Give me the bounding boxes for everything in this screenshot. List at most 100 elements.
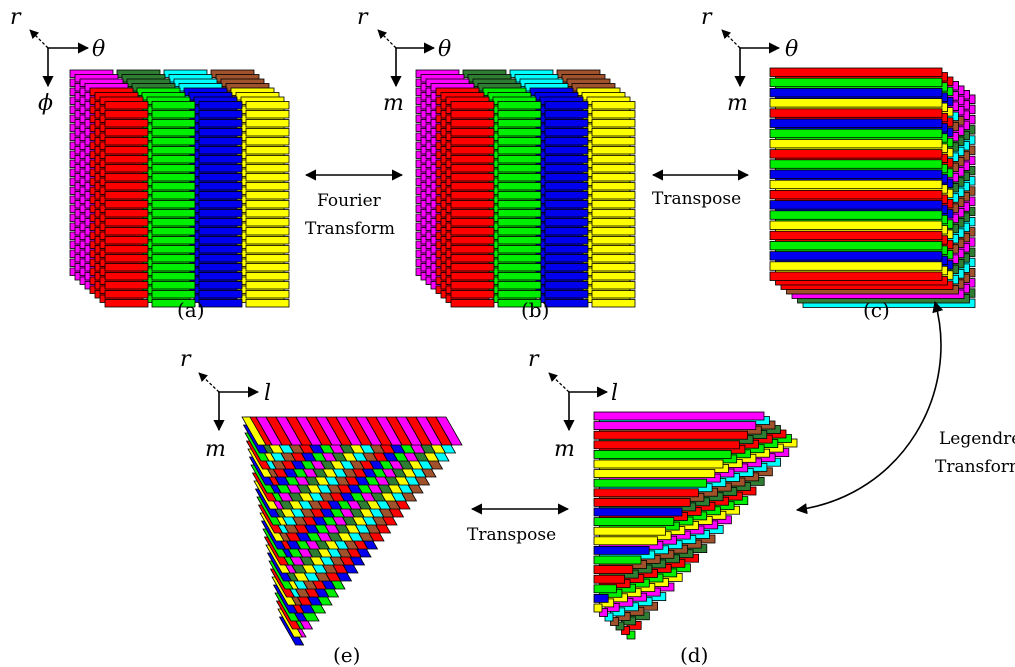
- row-slab: [769, 200, 943, 210]
- row-slab: [544, 290, 589, 299]
- row-slab: [769, 77, 943, 88]
- row-slab: [591, 290, 636, 299]
- row-slab: [593, 517, 675, 526]
- row-slab: [450, 254, 495, 263]
- row-slab: [769, 159, 943, 169]
- row-slab: [450, 137, 495, 146]
- row-slab: [593, 478, 707, 488]
- row-slab: [544, 227, 589, 236]
- row-slab: [151, 209, 196, 218]
- transpose-bottom-label: Transpose: [467, 525, 556, 545]
- row-slab: [544, 245, 589, 254]
- row-slab: [198, 209, 243, 218]
- row-slab: [245, 182, 290, 191]
- row-slab: [497, 182, 542, 191]
- row-slab: [104, 299, 149, 308]
- row-slab: [450, 110, 495, 119]
- row-slab: [151, 110, 196, 119]
- row-slab: [450, 128, 495, 137]
- row-slab: [769, 138, 943, 149]
- row-slab: [544, 272, 589, 281]
- row-slab: [497, 299, 542, 308]
- row-slab: [593, 469, 716, 479]
- row-slab: [497, 164, 542, 173]
- row-slab: [497, 128, 542, 137]
- row-slab: [591, 200, 636, 209]
- axis-label-m: m: [205, 437, 226, 462]
- row-slab: [245, 263, 290, 272]
- row-slab: [626, 630, 636, 640]
- row-slab: [497, 281, 542, 290]
- row-slab: [245, 236, 290, 245]
- row-slab: [591, 254, 636, 263]
- row-slab: [198, 146, 243, 155]
- row-slab: [198, 119, 243, 128]
- row-slab: [769, 179, 943, 190]
- axis-label-m: m: [554, 437, 575, 462]
- row-slab: [591, 119, 636, 128]
- row-slab: [497, 218, 542, 227]
- row-slab: [151, 254, 196, 263]
- row-slab: [769, 169, 943, 179]
- legendre-arrow: [795, 300, 944, 515]
- axis-label-theta: θ: [438, 37, 451, 62]
- row-slab: [450, 236, 495, 245]
- row-slab: [450, 182, 495, 191]
- row-slab: [104, 272, 149, 281]
- row-slab: [450, 227, 495, 236]
- row-slab: [245, 119, 290, 128]
- row-slab: [769, 210, 943, 220]
- axes-b: r θ m: [357, 5, 451, 116]
- row-slab: [591, 164, 636, 173]
- row-slab: [769, 149, 943, 159]
- row-slab: [544, 164, 589, 173]
- row-slab: [104, 137, 149, 146]
- row-slab: [198, 281, 243, 290]
- row-slab: [450, 218, 495, 227]
- row-slab: [198, 227, 243, 236]
- row-slab: [151, 200, 196, 209]
- row-slab: [450, 272, 495, 281]
- row-slab: [245, 245, 290, 254]
- axes-a: r θ ϕ: [10, 5, 105, 116]
- row-slab: [198, 173, 243, 182]
- row-slab: [544, 110, 589, 119]
- axis-label-r: r: [357, 5, 369, 30]
- row-slab: [151, 173, 196, 182]
- row-slab: [497, 137, 542, 146]
- axes-e: r l m: [180, 347, 271, 462]
- row-slab: [104, 164, 149, 173]
- row-slab: [497, 191, 542, 200]
- row-slab: [245, 146, 290, 155]
- row-slab: [245, 218, 290, 227]
- axis-label-m: m: [727, 91, 748, 116]
- row-slab: [593, 430, 749, 440]
- axis-label-m: m: [383, 91, 404, 116]
- row-slab: [450, 164, 495, 173]
- row-slab: [544, 101, 589, 110]
- row-slab: [591, 218, 636, 227]
- row-slab: [450, 155, 495, 164]
- row-slab: [769, 189, 943, 200]
- axis-label-theta: θ: [92, 37, 105, 62]
- transpose-top-label: Transpose: [652, 189, 741, 209]
- row-slab: [104, 155, 149, 164]
- row-slab: [544, 236, 589, 245]
- row-slab: [593, 574, 626, 584]
- row-slab: [245, 173, 290, 182]
- row-slab: [245, 155, 290, 164]
- row-slab: [151, 263, 196, 272]
- row-slab: [599, 608, 608, 617]
- panel-label-d: (d): [680, 643, 708, 667]
- row-slab: [245, 254, 290, 263]
- row-slab: [544, 119, 589, 128]
- row-slab: [151, 281, 196, 290]
- row-slab: [245, 200, 290, 209]
- row-slab: [497, 227, 542, 236]
- row-slab: [450, 173, 495, 182]
- row-slab: [544, 191, 589, 200]
- row-slab: [591, 236, 636, 245]
- row-slab: [104, 200, 149, 209]
- axis-label-r: r: [701, 5, 713, 30]
